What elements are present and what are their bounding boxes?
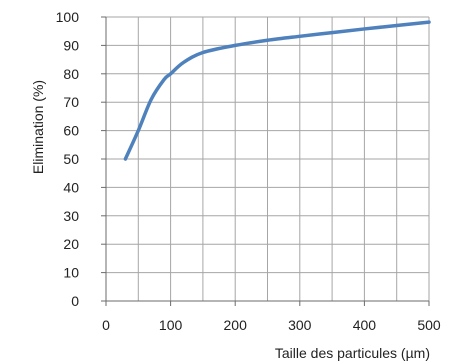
grid <box>106 17 429 301</box>
y-tick-label: 80 <box>63 66 79 82</box>
y-axis-title: Elimination (%) <box>30 80 46 174</box>
y-tick-label: 30 <box>63 208 79 224</box>
x-axis-title: Taille des particules (µm) <box>275 345 430 361</box>
y-tick-label: 60 <box>63 123 79 139</box>
axes <box>101 17 429 306</box>
x-tick-label: 400 <box>353 317 377 333</box>
tick-labels: 0 10 20 30 40 50 60 70 80 90 100 0 100 200 300 400 500 <box>56 9 441 333</box>
y-tick-label: 40 <box>63 179 79 195</box>
y-tick-label: 10 <box>63 265 79 281</box>
x-tick-label: 500 <box>417 317 441 333</box>
y-tick-label: 50 <box>63 151 79 167</box>
y-tick-label: 100 <box>56 9 80 25</box>
x-tick-label: 300 <box>288 317 312 333</box>
x-tick-label: 100 <box>159 317 183 333</box>
x-tick-label: 0 <box>102 317 110 333</box>
y-tick-label: 70 <box>63 94 79 110</box>
x-tick-label: 200 <box>224 317 248 333</box>
y-tick-label: 20 <box>63 236 79 252</box>
y-tick-label: 0 <box>71 293 79 309</box>
y-tick-label: 90 <box>63 37 79 53</box>
